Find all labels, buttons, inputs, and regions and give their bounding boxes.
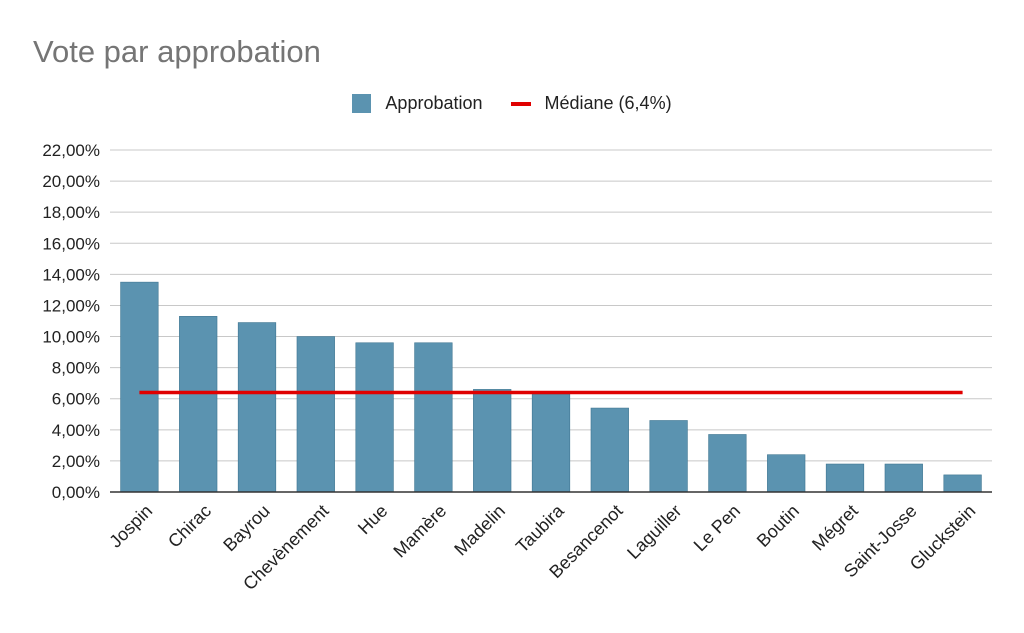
y-tick-label: 12,00%	[42, 296, 100, 315]
x-tick-label: Madelin	[450, 501, 509, 560]
y-tick-label: 0,00%	[52, 483, 100, 502]
x-tick-label: Chirac	[164, 501, 215, 552]
legend-label-approbation: Approbation	[385, 93, 483, 113]
bar	[708, 434, 747, 493]
x-tick-label: Hue	[354, 501, 391, 538]
chart-title: Vote par approbation	[33, 34, 321, 69]
y-tick-label: 4,00%	[52, 421, 100, 440]
bar	[120, 281, 159, 493]
bar	[590, 407, 629, 493]
x-tick-label: Jospin	[105, 501, 156, 552]
bar	[825, 463, 865, 493]
bar	[884, 463, 923, 493]
y-tick-label: 18,00%	[42, 203, 100, 222]
legend-swatch-approbation	[352, 94, 372, 113]
x-tick-label: Boutin	[753, 501, 803, 551]
bar	[179, 316, 218, 493]
y-tick-label: 14,00%	[42, 265, 100, 284]
x-tick-label: Mamère	[389, 501, 450, 562]
x-tick-label: Mégret	[808, 501, 862, 555]
y-tick-label: 6,00%	[52, 390, 100, 409]
bar	[355, 342, 394, 493]
y-tick-label: 20,00%	[42, 172, 100, 191]
legend-label-median: Médiane (6,4%)	[544, 93, 672, 113]
bar	[296, 336, 335, 493]
legend-item-approbation: Approbation	[352, 93, 483, 114]
y-tick-label: 10,00%	[42, 328, 100, 347]
x-tick-label: Bayrou	[219, 501, 273, 555]
x-tick-label: Taubira	[512, 500, 569, 557]
y-tick-label: 2,00%	[52, 452, 100, 471]
bar	[649, 420, 688, 493]
bar	[943, 474, 982, 493]
bar	[531, 393, 571, 493]
bar	[767, 454, 806, 493]
legend: Approbation Médiane (6,4%)	[0, 93, 1024, 114]
bar	[414, 342, 453, 493]
x-tick-label: Le Pen	[690, 501, 744, 555]
bar	[237, 322, 277, 493]
bar	[473, 389, 512, 493]
x-tick-label: Laguiller	[623, 501, 685, 563]
y-tick-label: 8,00%	[52, 359, 100, 378]
legend-item-median: Médiane (6,4%)	[510, 93, 672, 114]
y-tick-label: 16,00%	[42, 234, 100, 253]
y-tick-label: 22,00%	[42, 141, 100, 160]
legend-swatch-median	[510, 101, 531, 106]
